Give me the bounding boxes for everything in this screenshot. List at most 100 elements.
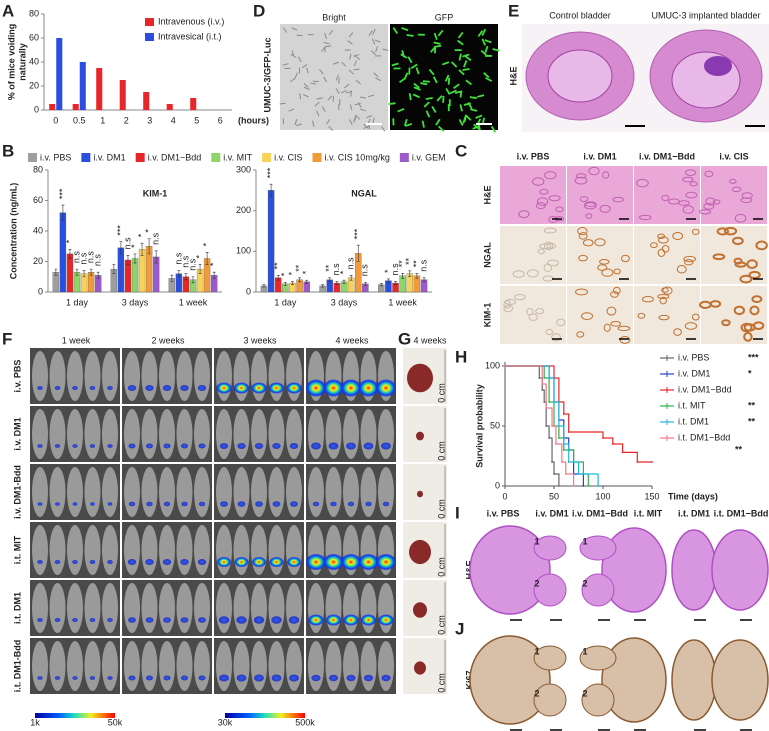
x-tick-label: 2 (124, 115, 129, 125)
signal (198, 617, 206, 623)
mouse (102, 583, 118, 633)
y-tick-label: 60 (33, 195, 43, 205)
tissue-detail (661, 194, 670, 202)
column-title: 1 week (62, 335, 91, 345)
mouse (49, 351, 66, 401)
mouse (159, 641, 175, 691)
tissue-detail (620, 254, 630, 263)
cell (435, 118, 441, 126)
survival-point (504, 365, 506, 367)
tissue-detail (579, 196, 589, 203)
error-bar (140, 242, 144, 256)
signal (363, 442, 374, 450)
signal (72, 618, 78, 622)
mouse (32, 641, 48, 691)
tissue-section (579, 645, 617, 671)
cell (463, 102, 471, 106)
tissue-detail (613, 268, 621, 275)
signal (346, 442, 356, 450)
mouse (141, 641, 158, 691)
bar (143, 92, 150, 110)
error-bar (363, 281, 367, 286)
mouse (194, 467, 210, 517)
row-label: i.t. DM1-Bdd (12, 640, 22, 693)
column-title: i.v. DM1−Bdd (639, 151, 695, 161)
error-bar (133, 253, 137, 264)
bar (56, 38, 63, 110)
cell (458, 53, 462, 61)
tissue-detail (528, 313, 539, 321)
cell (353, 116, 356, 123)
tissue-detail (619, 335, 631, 344)
survival-curve (505, 365, 599, 486)
column-title: i.v. CIS (719, 151, 748, 161)
x-tick-label: 3 (147, 115, 152, 125)
tissue-detail (535, 202, 546, 209)
signal (289, 443, 299, 449)
signal (216, 382, 232, 394)
signal (254, 443, 264, 449)
signal (181, 443, 188, 449)
cell (436, 95, 443, 102)
signal (252, 557, 266, 567)
tissue-detail (545, 328, 554, 336)
error-bar (349, 275, 353, 281)
cell (413, 86, 421, 91)
significance-label: n.s (93, 254, 103, 267)
significance-label: n.s (187, 258, 197, 271)
signal (181, 675, 188, 681)
tissue-detail (751, 295, 763, 304)
significance-label: n.s (390, 263, 400, 276)
survival-point (567, 461, 570, 463)
signal (180, 617, 189, 623)
significance-label: * (301, 270, 311, 274)
tissue-section (711, 639, 769, 721)
column-title: 3 weeks (243, 335, 277, 345)
survival-point (553, 473, 555, 475)
chart-title: NGAL (351, 188, 377, 198)
mouse (343, 467, 359, 517)
x-tick-label: 150 (644, 491, 659, 501)
mouse (194, 641, 210, 691)
tissue-detail (547, 259, 559, 267)
cell (316, 110, 320, 117)
significance-label: n.s (85, 251, 95, 264)
cell (428, 68, 435, 76)
mouse (343, 641, 359, 691)
sample-label: 1 (534, 646, 539, 656)
mouse (32, 351, 48, 401)
legend-label: i.t. DM1−Bdd (678, 432, 730, 442)
mouse (268, 525, 285, 575)
error-bar (75, 268, 79, 276)
survival-point (564, 473, 567, 475)
tissue-detail (583, 202, 597, 210)
mouse (102, 409, 118, 459)
mouse (84, 583, 101, 633)
mouse (360, 409, 377, 459)
tissue-detail (531, 177, 545, 186)
error-bar (379, 283, 383, 287)
ruler-label: 0 cm (436, 441, 446, 461)
y-tick-label: 0 (246, 286, 251, 296)
error-bar (283, 281, 287, 286)
mouse (194, 525, 210, 575)
mouse (49, 583, 66, 633)
tissue-section (533, 645, 567, 671)
tissue-section (533, 573, 567, 607)
signal (328, 674, 339, 682)
mouse (216, 583, 232, 633)
histology-image (500, 226, 566, 284)
legend-label: i.v. DM1 (678, 368, 710, 378)
cell (444, 74, 450, 82)
mouse (159, 409, 175, 459)
cell (373, 72, 379, 78)
cell (303, 83, 309, 88)
cell (324, 32, 328, 39)
signal (197, 385, 207, 391)
signal (236, 616, 247, 624)
cell (297, 56, 302, 63)
error-bar (298, 277, 302, 283)
cell (457, 31, 464, 39)
significance-label: * (748, 368, 752, 378)
panel-letter: A (2, 1, 14, 20)
